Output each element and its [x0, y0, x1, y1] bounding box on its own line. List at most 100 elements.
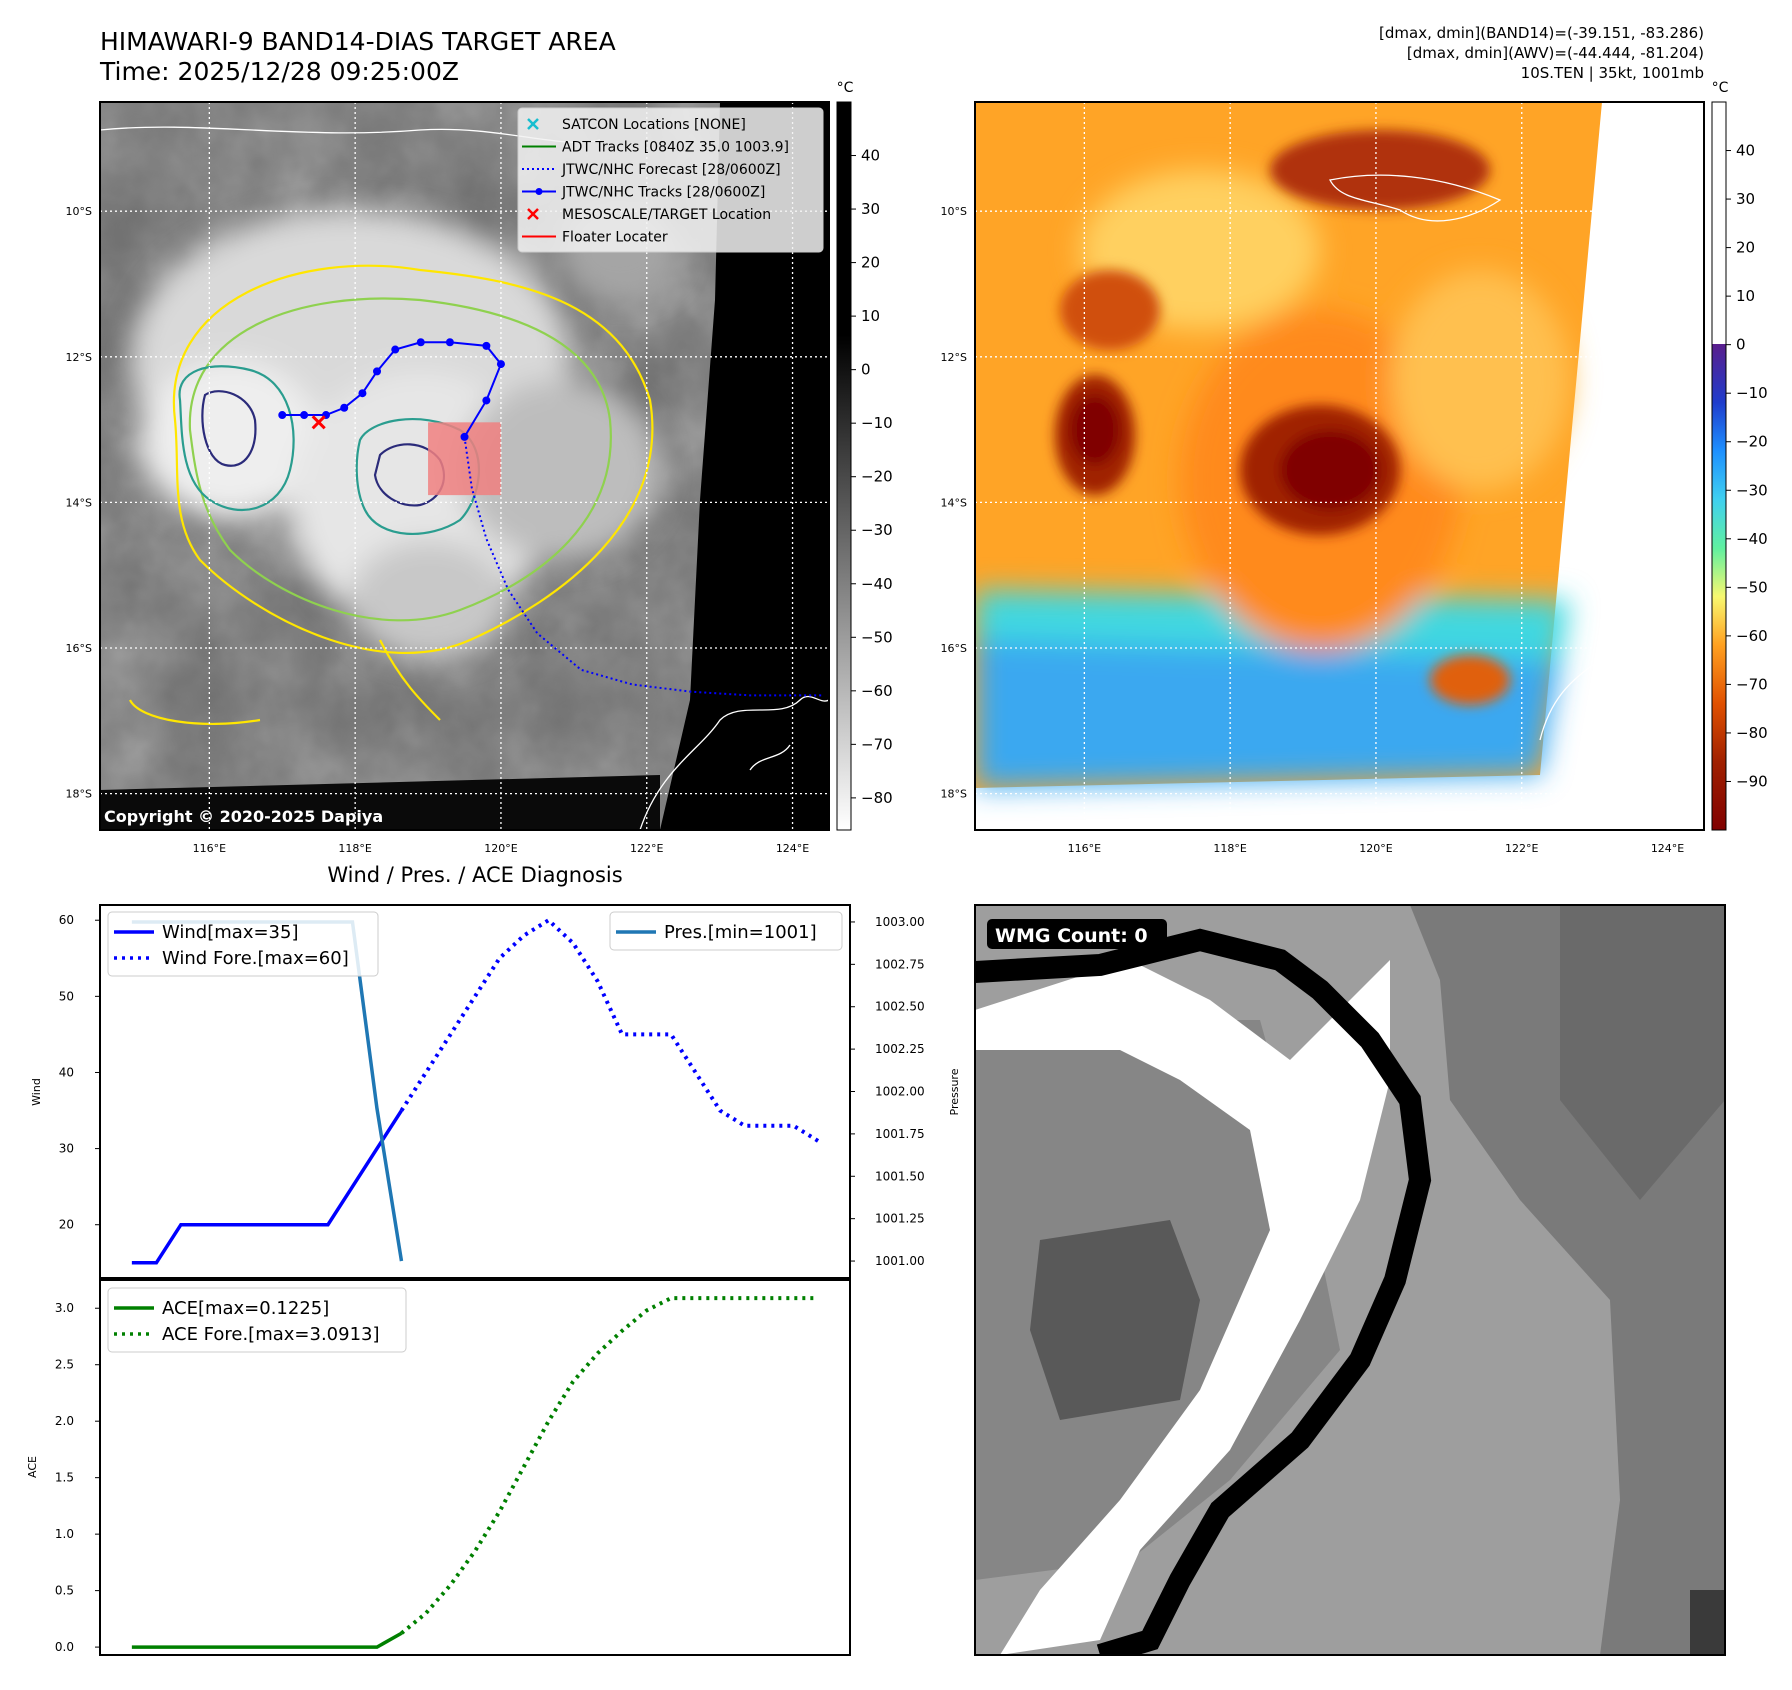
track-point	[482, 341, 491, 350]
y-tick-label: 2.5	[55, 1358, 74, 1372]
colorbar-tick-label: −40	[861, 575, 893, 593]
y2-tick-label: 1001.00	[875, 1254, 925, 1268]
legend-entry: SATCON Locations [NONE]	[527, 117, 746, 133]
colorbar-tick-label: −70	[1736, 675, 1768, 693]
pressure-axis-label: Pressure	[948, 1068, 961, 1115]
svg-text:ACE[max=0.1225]: ACE[max=0.1225]	[162, 1298, 329, 1319]
lon-tick-label: 118°E	[1213, 842, 1246, 855]
awv-colorbar: °C 40 30 20 10 0 −10 −20 −30 −40 −50 −60 −70 −80 −90	[1711, 80, 1768, 831]
colorbar-tick-label: −80	[861, 789, 893, 807]
colorbar-tick-label: −50	[1736, 578, 1768, 596]
lat-tick-label: 16°S	[66, 642, 92, 655]
colorbar-tick-label: −10	[1736, 384, 1768, 402]
y-tick-label: 60	[59, 913, 74, 927]
awv-info: [dmax, dmin](AWV)=(-44.444, -81.204)	[1407, 44, 1704, 62]
y-tick-label: 40	[59, 1065, 74, 1079]
y2-tick-label: 1002.50	[875, 1000, 925, 1014]
colorbar-tick-label: −80	[1736, 724, 1768, 742]
y-tick-label: 50	[59, 989, 74, 1003]
lon-tick-label: 124°E	[1651, 842, 1684, 855]
lon-tick-label: 120°E	[1359, 842, 1392, 855]
track-point	[278, 411, 287, 420]
ir-colorbar-unit: °C	[837, 80, 854, 96]
ace-chart: 0.0 0.5 1.0 1.5 2.0 2.5 3.0 ACE[max=0.1225] ACE…	[26, 1279, 851, 1656]
legend-entry: MESOSCALE/TARGET Location	[527, 207, 771, 223]
awv-map	[974, 101, 1705, 831]
lon-tick-label: 118°E	[338, 842, 371, 855]
y-tick-label: 0.0	[55, 1640, 74, 1654]
svg-text:ACE Fore.[max=3.0913]: ACE Fore.[max=3.0913]	[162, 1324, 380, 1345]
ace-axis-label: ACE	[26, 1456, 39, 1478]
lat-tick-label: 10°S	[941, 205, 967, 218]
time-title: Time: 2025/12/28 09:25:00Z	[99, 57, 459, 86]
y-tick-label: 2.0	[55, 1414, 74, 1428]
svg-text:Pres.[min=1001]: Pres.[min=1001]	[664, 922, 817, 943]
lat-tick-label: 12°S	[66, 351, 92, 364]
wind-axis-label: Wind	[30, 1078, 43, 1106]
lon-tick-label: 124°E	[776, 842, 809, 855]
legend-entry: ADT Tracks [0840Z 35.0 1003.9]	[522, 140, 789, 156]
series-line	[131, 1631, 403, 1649]
legend-entry: Pres.[min=1001]	[616, 922, 817, 943]
svg-text:JTWC/NHC Forecast [28/0600Z]: JTWC/NHC Forecast [28/0600Z]	[561, 162, 781, 178]
map-axis-ticks: 10°S 12°S 14°S 16°S 18°S 116°E 118°E 120°E 122°E…	[66, 205, 1685, 855]
svg-text:SATCON Locations [NONE]: SATCON Locations [NONE]	[562, 117, 746, 133]
series-line	[399, 917, 820, 1143]
track-point	[496, 360, 505, 369]
y-tick-label: 30	[59, 1142, 74, 1156]
lat-tick-label: 16°S	[941, 642, 967, 655]
legend-entry: JTWC/NHC Forecast [28/0600Z]	[522, 162, 781, 178]
band14-info: [dmax, dmin](BAND14)=(-39.151, -83.286)	[1379, 24, 1704, 42]
awv-colorbar-unit: °C	[1712, 80, 1729, 96]
colorbar-tick-label: 0	[861, 361, 871, 379]
main-title: HIMAWARI-9 BAND14-DIAS TARGET AREA	[100, 27, 616, 56]
track-point	[482, 396, 491, 405]
y2-tick-label: 1002.25	[875, 1042, 925, 1056]
colorbar-tick-label: −60	[861, 682, 893, 700]
svg-text:JTWC/NHC Tracks [28/0600Z]: JTWC/NHC Tracks [28/0600Z]	[561, 185, 765, 201]
wmg-panel: WMG Count: 0	[974, 904, 1726, 1656]
y-tick-label: 3.0	[55, 1301, 74, 1315]
colorbar-tick-label: −50	[861, 628, 893, 646]
lon-tick-label: 122°E	[1505, 842, 1538, 855]
lat-tick-label: 14°S	[941, 496, 967, 509]
legend-entry: Floater Locater	[522, 230, 668, 246]
track-point	[373, 367, 382, 376]
map-legend: SATCON Locations [NONE] ADT Tracks [0840Z…	[517, 107, 824, 253]
colorbar-tick-label: 10	[1736, 287, 1755, 305]
y2-tick-label: 1002.75	[875, 957, 925, 971]
colorbar-tick-label: 40	[861, 147, 880, 165]
colorbar-tick-label: 20	[861, 254, 880, 272]
forecast-track	[463, 436, 822, 697]
colorbar-tick-label: 20	[1736, 239, 1755, 257]
wind-pressure-chart: 20 30 40 50 60 1001.00 1001.25 1001.50 1001.75 1…	[30, 904, 961, 1279]
colorbar-tick-label: 0	[1736, 336, 1746, 354]
series-line	[131, 1109, 403, 1265]
colorbar-tick-label: −20	[1736, 433, 1768, 451]
colorbar-tick-label: −90	[1736, 772, 1768, 790]
storm-info: 10S.TEN | 35kt, 1001mb	[1521, 64, 1704, 82]
track-point	[460, 432, 469, 441]
lon-tick-label: 120°E	[484, 842, 517, 855]
lat-tick-label: 18°S	[941, 788, 967, 801]
diagnosis-title: Wind / Pres. / ACE Diagnosis	[327, 863, 622, 887]
legend-entry: JTWC/NHC Tracks [28/0600Z]	[522, 185, 765, 201]
series-line	[400, 1296, 819, 1635]
colorbar-tick-label: 10	[861, 307, 880, 325]
y2-tick-label: 1002.00	[875, 1085, 925, 1099]
colorbar-tick-label: 30	[861, 200, 880, 218]
y2-tick-label: 1001.25	[875, 1212, 925, 1226]
wmg-count-label: WMG Count: 0	[995, 925, 1148, 947]
svg-text:MESOSCALE/TARGET Location: MESOSCALE/TARGET Location	[562, 207, 771, 223]
ir-map: SATCON Locations [NONE] ADT Tracks [0840Z…	[99, 101, 830, 831]
colorbar-tick-label: −30	[861, 521, 893, 539]
colorbar-tick-label: −60	[1736, 627, 1768, 645]
track-point	[358, 389, 367, 398]
y-tick-label: 20	[59, 1218, 74, 1232]
colorbar-tick-label: −30	[1736, 481, 1768, 499]
target-marker	[311, 415, 326, 430]
track-point	[445, 338, 454, 347]
copyright-text: Copyright © 2020-2025 Dapiya	[104, 807, 383, 826]
y-tick-label: 1.0	[55, 1527, 74, 1541]
